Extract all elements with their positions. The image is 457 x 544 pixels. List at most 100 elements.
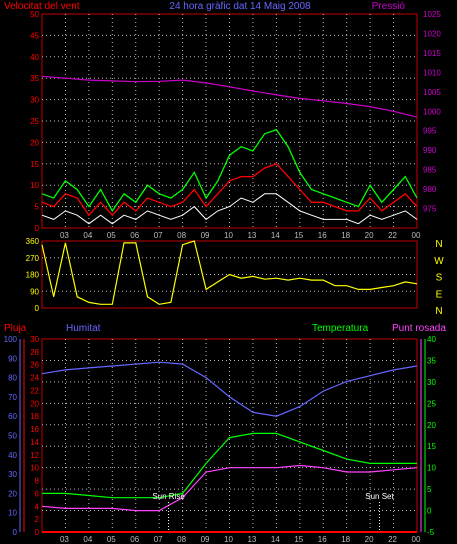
- direction-ytick-label: 270: [26, 254, 40, 263]
- wind-xtick-label: 15: [294, 231, 303, 240]
- bottom-xtick-label: 07: [154, 535, 163, 544]
- humidity-ytick-label: 80: [8, 374, 17, 383]
- direction-ytick-label: 0: [35, 304, 40, 313]
- wind-xtick-label: 14: [271, 231, 280, 240]
- temperature-ytick-label: 25: [427, 399, 436, 408]
- humidity-ytick-label: 90: [8, 354, 17, 363]
- pressure-ytick-label: 1020: [423, 29, 441, 38]
- bottom-xtick-label: 20: [365, 535, 374, 544]
- humidity-ytick-label: 0: [13, 528, 18, 537]
- rain-ytick-label: 26: [30, 361, 39, 370]
- header-right-title: Pressió: [372, 1, 406, 12]
- pressure-ytick-label: 1010: [423, 68, 441, 77]
- humidity-ytick-label: 60: [8, 412, 17, 421]
- rain-ytick-label: 16: [30, 425, 39, 434]
- header-center-title: 24 hora gràfic dat 14 Maig 2008: [169, 1, 311, 12]
- humidity-ytick-label: 40: [8, 451, 17, 460]
- rain-ytick-label: 28: [30, 348, 39, 357]
- sun-rise-label: Sun Rise: [152, 492, 185, 501]
- bottom-xtick-label: 03: [60, 535, 69, 544]
- wind-avg-line: [41, 163, 418, 217]
- temperature-line: [42, 432, 417, 499]
- direction-ytick-label: 360: [26, 237, 40, 246]
- bottom-xtick-label: 13: [247, 535, 256, 544]
- wind-ytick-label: 10: [30, 181, 39, 190]
- temperature-ytick-label: 5: [427, 485, 432, 494]
- bottom-xtick-label: 08: [177, 535, 186, 544]
- pressure-ytick-label: 995: [423, 127, 437, 136]
- rain-ytick-label: 10: [30, 464, 39, 473]
- wind-xtick-label: 00: [412, 231, 421, 240]
- direction-ytick-label: 180: [26, 271, 40, 280]
- pressure-ytick-label: 1000: [423, 107, 441, 116]
- rain-ytick-label: 18: [30, 412, 39, 421]
- dewpoint-line: [41, 464, 418, 512]
- wind-xtick-label: 05: [107, 231, 116, 240]
- compass-label: E: [436, 289, 443, 300]
- compass-label: N: [435, 306, 442, 317]
- rain-ytick-label: 22: [30, 386, 39, 395]
- bottom-xtick-label: 05: [107, 535, 116, 544]
- temperature-ytick-label: 0: [427, 507, 432, 516]
- rain-ytick-label: 20: [30, 399, 39, 408]
- wind-xtick-label: 18: [341, 231, 350, 240]
- temperature-ytick-label: 35: [427, 356, 436, 365]
- sun-set-label: Sun Set: [365, 492, 394, 501]
- rain-ytick-label: 4: [35, 502, 40, 511]
- dewpoint-label: Punt rosada: [392, 323, 446, 334]
- pressure-ytick-label: 990: [423, 146, 437, 155]
- direction-ytick-label: 90: [30, 287, 39, 296]
- bottom-xtick-label: 18: [341, 535, 350, 544]
- bottom-xtick-label: 04: [83, 535, 92, 544]
- bottom-xtick-label: 06: [130, 535, 139, 544]
- temperature-ytick-label: 30: [427, 378, 436, 387]
- humidity-label: Humitat: [66, 323, 101, 334]
- rain-ytick-label: 12: [30, 451, 39, 460]
- rain-ytick-label: 14: [30, 438, 39, 447]
- pressure-ytick-label: 1005: [423, 88, 441, 97]
- wind-xtick-label: 13: [247, 231, 256, 240]
- wind-xtick-label: 16: [318, 231, 327, 240]
- rain-ytick-label: 30: [30, 335, 39, 344]
- wind-ytick-label: 15: [30, 160, 39, 169]
- temperature-ytick-label: 40: [427, 335, 436, 344]
- pressure-ytick-label: 1015: [423, 49, 441, 58]
- wind-direction-line: [41, 240, 418, 305]
- wind-xtick-label: 20: [365, 231, 374, 240]
- temperature-ytick-label: 15: [427, 442, 436, 451]
- rain-ytick-label: 8: [35, 477, 40, 486]
- wind-xtick-label: 08: [177, 231, 186, 240]
- wind-ytick-label: 20: [30, 138, 39, 147]
- wind-xtick-label: 10: [224, 231, 233, 240]
- wind-ytick-label: 25: [30, 117, 39, 126]
- rain-ytick-label: 0: [35, 528, 40, 537]
- rain-ytick-label: 24: [30, 374, 39, 383]
- compass-label: S: [436, 273, 443, 284]
- wind-xtick-label: 04: [83, 231, 92, 240]
- wind-ytick-label: 30: [30, 96, 39, 105]
- rain-label: Pluja: [4, 323, 27, 334]
- wind-xtick-label: 07: [154, 231, 163, 240]
- bottom-xtick-label: 16: [318, 535, 327, 544]
- wind-ytick-label: 0: [35, 224, 40, 233]
- humidity-line: [41, 361, 418, 417]
- temperature-ytick-label: 20: [427, 421, 436, 430]
- bottom-xtick-label: 22: [388, 535, 397, 544]
- temperature-ytick-label: 10: [427, 464, 436, 473]
- wind-xtick-label: 03: [60, 231, 69, 240]
- bottom-xtick-label: 09: [201, 535, 210, 544]
- humidity-ytick-label: 30: [8, 470, 17, 479]
- bottom-xtick-label: 10: [224, 535, 233, 544]
- wind-xtick-label: 22: [388, 231, 397, 240]
- wind-xtick-label: 06: [130, 231, 139, 240]
- humidity-ytick-label: 20: [8, 489, 17, 498]
- bottom-xtick-label: 15: [294, 535, 303, 544]
- temperature-label: Temperatura: [312, 323, 369, 334]
- wind-ytick-label: 40: [30, 53, 39, 62]
- wind-ytick-label: 5: [35, 203, 40, 212]
- humidity-ytick-label: 70: [8, 393, 17, 402]
- compass-label: N: [435, 239, 442, 250]
- pressure-ytick-label: 980: [423, 185, 437, 194]
- humidity-ytick-label: 50: [8, 432, 17, 441]
